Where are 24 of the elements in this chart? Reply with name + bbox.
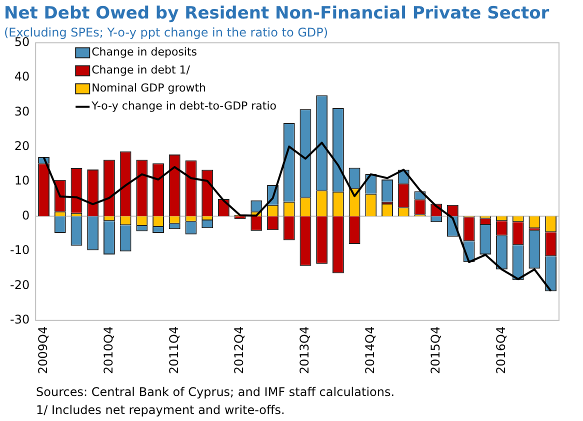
x-tick-label: 2010Q4 xyxy=(101,326,116,374)
y-tick-label: 20 xyxy=(14,139,30,154)
y-tick-label: -30 xyxy=(10,312,30,327)
chart-title: Net Debt Owed by Resident Non-Financial Private Sector xyxy=(4,4,550,24)
x-tick-label: 2013Q4 xyxy=(298,326,312,374)
x-tick-label: 2012Q4 xyxy=(232,326,246,374)
x-tick-label: 2015Q4 xyxy=(428,326,442,374)
legend-label: Change in deposits xyxy=(92,46,198,59)
legend-label: Y-o-y change in debt-to-GDP ratio xyxy=(90,100,277,113)
legend-label: Nominal GDP growth xyxy=(92,82,206,95)
y-tick-label: 30 xyxy=(14,104,30,118)
x-tick-label: 2016Q4 xyxy=(494,326,508,374)
y-tick-label: 40 xyxy=(14,70,30,84)
y-tick-label: 10 xyxy=(14,174,30,188)
x-tick-label: 2011Q4 xyxy=(166,326,181,374)
x-tick-label: 2009Q4 xyxy=(36,326,50,374)
source-note: Sources: Central Bank of Cyprus; and IMF staff calculations. xyxy=(36,384,395,401)
y-tick-label: 0 xyxy=(22,208,30,222)
chart-subtitle: (Excluding SPEs; Y-o-y ppt change in the ratio to GDP) xyxy=(4,26,328,40)
x-tick-label: 2014Q4 xyxy=(363,326,378,374)
text: 1/ Includes net repayment and write-offs. xyxy=(36,402,286,419)
y-tick-label: -20 xyxy=(10,278,30,292)
y-tick-label: -10 xyxy=(10,243,30,258)
legend-label: Change in debt 1/ xyxy=(92,64,190,77)
